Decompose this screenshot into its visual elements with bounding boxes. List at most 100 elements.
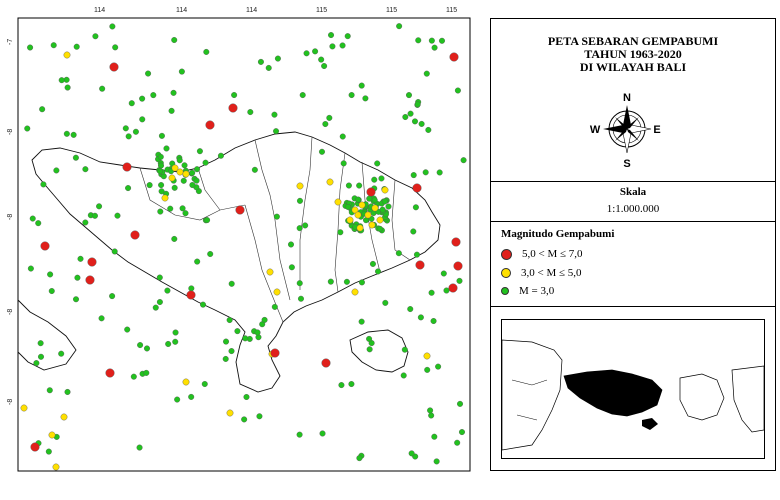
epicenter-small-marker [122, 125, 129, 132]
epicenter-small-marker [414, 101, 421, 108]
epicenter-small-marker [410, 172, 417, 179]
epicenter-small-marker [327, 278, 334, 285]
epicenter-small-marker [145, 70, 152, 77]
epicenter-small-marker [27, 44, 34, 51]
epicenter-large-marker [130, 230, 140, 240]
epicenter-small-marker [82, 166, 89, 173]
epicenter-small-marker [428, 37, 435, 44]
epicenter-small-marker [156, 274, 163, 281]
epicenter-small-marker [273, 128, 280, 135]
epicenter-small-marker [411, 118, 418, 125]
epicenter-small-marker [70, 131, 77, 138]
epicenter-small-marker [193, 177, 200, 184]
epicenter-medium-marker [376, 216, 384, 224]
epicenter-medium-marker [171, 164, 179, 172]
epicenter-small-marker [234, 328, 241, 335]
left-tick-label: -8 [7, 399, 14, 405]
magnitude-class-small-label: M = 3,0 [519, 285, 555, 297]
epicenter-small-marker [64, 388, 71, 395]
epicenter-medium-marker [48, 431, 56, 439]
epicenters-small [24, 23, 467, 465]
epicenter-small-marker [247, 109, 254, 116]
epicenter-small-marker [128, 100, 135, 107]
top-tick-label: 114 [176, 7, 187, 14]
epicenter-small-marker [371, 176, 378, 183]
epicenter-large-marker [87, 257, 97, 267]
epicenter-medium-marker [52, 463, 60, 471]
epicenter-small-marker [182, 210, 189, 217]
epicenter-small-marker [158, 188, 165, 195]
epicenter-small-marker [312, 48, 319, 55]
scale-value: 1:1.000.000 [606, 203, 660, 215]
epicenter-small-marker [111, 248, 118, 255]
epicenter-small-marker [456, 277, 463, 284]
epicenter-small-marker [287, 241, 294, 248]
epicenter-large-marker [412, 183, 422, 193]
epicenter-small-marker [417, 314, 424, 321]
epicenter-small-marker [168, 107, 175, 114]
epicenter-small-marker [257, 58, 264, 65]
compass-rose-icon: N S E W [590, 92, 661, 170]
bali-highlight [563, 369, 663, 417]
epicenter-small-marker [164, 287, 171, 294]
epicenter-small-marker [99, 85, 106, 92]
epicenter-medium-marker [296, 182, 304, 190]
epicenters-medium [20, 51, 431, 471]
epicenter-small-marker [348, 381, 355, 388]
epicenter-small-marker [158, 182, 165, 189]
epicenter-small-marker [302, 222, 309, 229]
epicenter-small-marker [157, 208, 164, 215]
epicenter-small-marker [433, 458, 440, 465]
locator-inset-map [501, 319, 765, 459]
epicenter-medium-marker [351, 288, 359, 296]
epicenter-small-marker [217, 152, 224, 159]
epicenter-large-marker [235, 205, 245, 215]
java-coastline [17, 299, 77, 371]
epicenter-large-marker [270, 348, 280, 358]
map-panel: 114 114 114 115 115 115 -7 -8 -8 -8 -8 [7, 7, 471, 472]
epicenter-medium-marker [381, 186, 389, 194]
epicenter-small-marker [137, 342, 144, 349]
epicenter-small-marker [130, 373, 137, 380]
epicenter-small-marker [156, 168, 163, 175]
epicenter-small-marker [242, 335, 249, 342]
epicenter-small-marker [189, 182, 196, 189]
left-tick-label: -7 [7, 39, 14, 45]
epicenter-small-marker [410, 228, 417, 235]
epicenter-small-marker [402, 114, 409, 121]
epicenter-small-marker [326, 114, 333, 121]
large-dot-icon [501, 248, 512, 260]
epicenter-small-marker [362, 95, 369, 102]
epicenter-small-marker [179, 205, 186, 212]
epicenter-small-marker [143, 369, 150, 376]
epicenter-small-marker [171, 235, 178, 242]
epicenter-small-marker [194, 258, 201, 265]
epicenter-small-marker [73, 43, 80, 50]
epicenter-small-marker [369, 260, 376, 267]
epicenter-medium-marker [334, 198, 342, 206]
epicenter-small-marker [425, 126, 432, 133]
epicenter-small-marker [407, 306, 414, 313]
epicenter-small-marker [400, 372, 407, 379]
epicenter-small-marker [374, 160, 381, 167]
legend-panel: PETA SEBARAN GEMPABUMI TAHUN 1963-2020 D… [490, 18, 776, 471]
epicenter-small-marker [440, 270, 447, 277]
epicenter-small-marker [375, 268, 382, 275]
epicenter-medium-marker [364, 211, 372, 219]
epicenter-small-marker [423, 70, 430, 77]
epicenter-map: 114 114 114 115 115 115 -7 -8 -8 -8 -8 [7, 7, 471, 472]
map-title-line-3: DI WILAYAH BALI [579, 60, 687, 74]
epicenter-small-marker [438, 37, 445, 44]
epicenter-small-marker [176, 157, 183, 164]
epicenter-small-marker [401, 346, 408, 353]
medium-dot-icon [501, 268, 511, 279]
epicenter-large-marker [205, 120, 215, 130]
epicenter-medium-marker [168, 174, 176, 182]
epicenter-small-marker [329, 43, 336, 50]
epicenter-medium-marker [20, 404, 28, 412]
epicenter-small-marker [146, 182, 153, 189]
top-tick-label: 114 [246, 7, 257, 14]
epicenter-large-marker [415, 260, 425, 270]
compass-n: N [623, 92, 631, 104]
epicenter-small-marker [339, 133, 346, 140]
